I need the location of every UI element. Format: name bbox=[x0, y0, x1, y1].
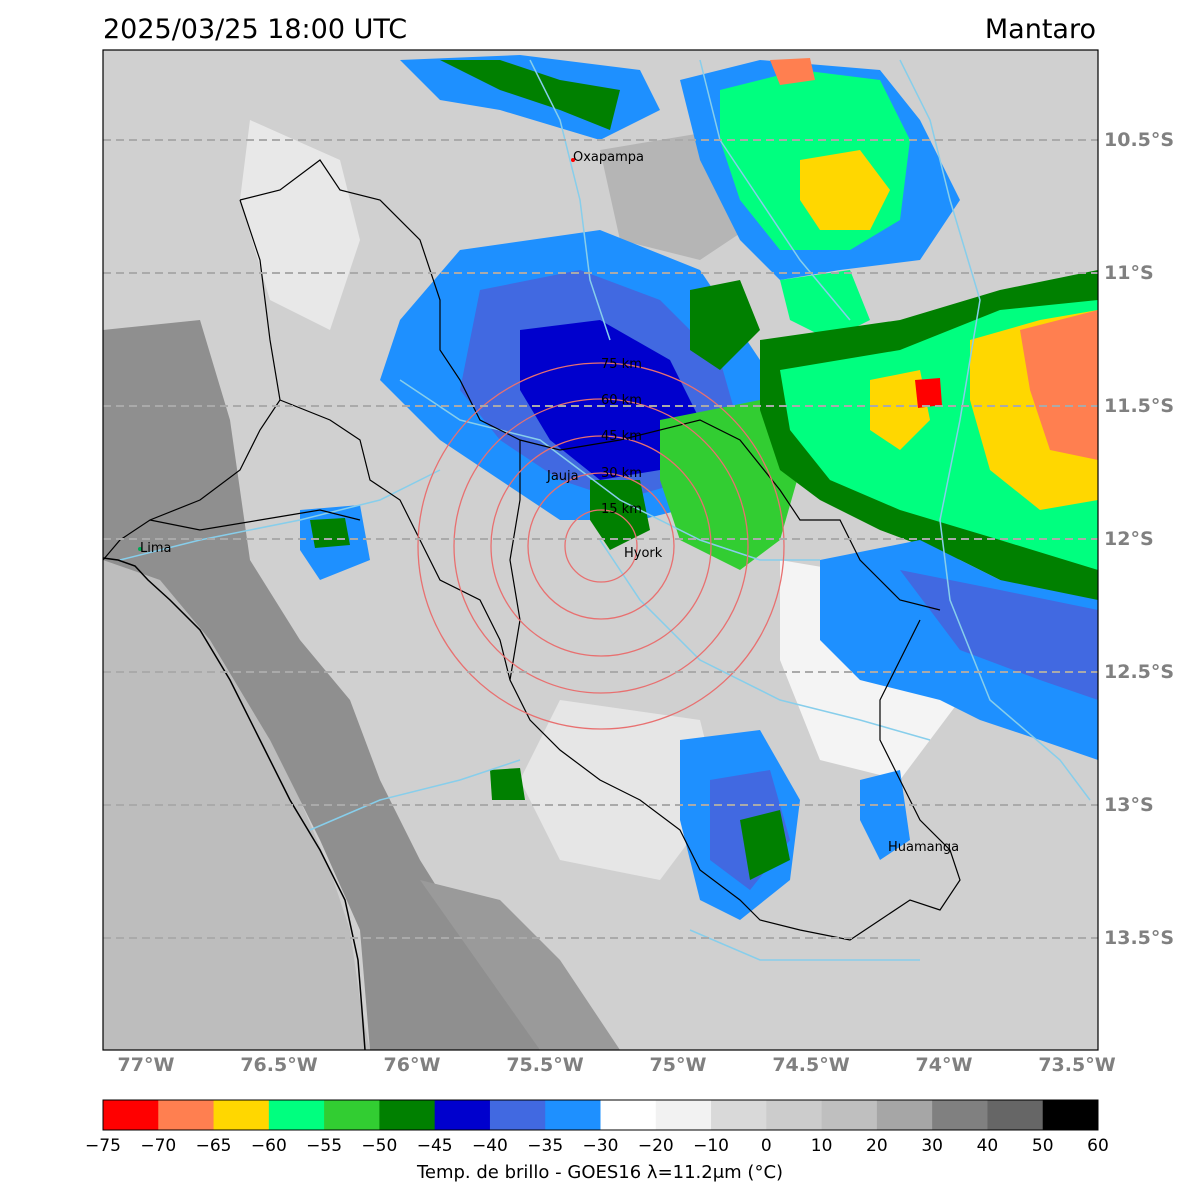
colorbar-segment bbox=[711, 1100, 767, 1130]
colorbar-label: Temp. de brillo - GOES16 λ=11.2μm (°C) bbox=[416, 1162, 784, 1183]
cloud-blue-southeast bbox=[820, 540, 1098, 760]
colorbar-tick-label: −45 bbox=[416, 1136, 453, 1156]
lon-label-75w: 75°W bbox=[649, 1054, 707, 1076]
colorbar-segment bbox=[213, 1100, 270, 1130]
ocean-area bbox=[103, 555, 370, 1050]
range-ring-15km bbox=[564, 509, 638, 583]
colorbar-tick-label: 30 bbox=[921, 1136, 943, 1156]
city-label-lima: Lima bbox=[140, 541, 171, 556]
colorbar-tick-label: 50 bbox=[1031, 1136, 1054, 1156]
colorbar-tick-label: −30 bbox=[582, 1136, 619, 1156]
colorbar-segment bbox=[766, 1100, 823, 1130]
colorbar-segment bbox=[158, 1100, 215, 1130]
colorbar-segment bbox=[987, 1100, 1044, 1130]
range-ring-75km bbox=[417, 362, 785, 730]
ring-label-45km: 45 km bbox=[601, 429, 642, 444]
colorbar-segment bbox=[932, 1100, 988, 1130]
city-marker-oxapampa bbox=[571, 158, 575, 162]
colorbar-segment bbox=[545, 1100, 601, 1130]
ring-label-75km: 75 km bbox=[601, 357, 642, 372]
map-frame bbox=[102, 49, 1099, 1051]
colorbar-segment bbox=[324, 1100, 380, 1130]
range-ring-60km bbox=[453, 398, 749, 694]
timestamp-title: 2025/03/25 18:00 UTC bbox=[103, 14, 408, 45]
colorbar-tick-label: −10 bbox=[693, 1136, 729, 1156]
coastline bbox=[103, 557, 366, 1050]
lon-label-74-5w: 74.5°W bbox=[772, 1054, 850, 1076]
colorbar-tick-label: 20 bbox=[866, 1136, 888, 1156]
ring-label-60km: 60 km bbox=[601, 393, 642, 408]
lat-label-10-5s: 10.5°S bbox=[1104, 129, 1175, 151]
colorbar-segment bbox=[821, 1100, 878, 1130]
range-ring-30km bbox=[527, 472, 675, 620]
lon-label-74w: 74°W bbox=[915, 1054, 973, 1076]
colorbar bbox=[103, 1100, 1099, 1130]
lat-label-11-5s: 11.5°S bbox=[1104, 395, 1175, 417]
lon-label-77w: 77°W bbox=[117, 1054, 175, 1076]
lon-label-76w: 76°W bbox=[383, 1054, 441, 1076]
colorbar-segment bbox=[103, 1100, 159, 1130]
lon-label-75-5w: 75.5°W bbox=[506, 1054, 584, 1076]
colorbar-tick-label: −35 bbox=[527, 1136, 564, 1156]
lat-label-12-5s: 12.5°S bbox=[1104, 661, 1175, 683]
colorbar-segment bbox=[489, 1100, 546, 1130]
city-label-hyork: Hyork bbox=[624, 546, 663, 561]
colorbar-tick-label: 60 bbox=[1087, 1136, 1109, 1156]
city-label-huamanga: Huamanga bbox=[888, 840, 959, 855]
colorbar-tick-label: −60 bbox=[250, 1136, 287, 1156]
lat-gridlines bbox=[103, 139, 1098, 939]
rivers bbox=[119, 59, 1091, 961]
colorbar-segment bbox=[379, 1100, 436, 1130]
colorbar-tick-label: −50 bbox=[361, 1136, 398, 1156]
ring-label-30km: 30 km bbox=[601, 466, 642, 481]
colorbar-segment bbox=[1042, 1100, 1099, 1130]
range-rings bbox=[417, 362, 785, 730]
colorbar-tick-label: 40 bbox=[976, 1136, 999, 1156]
colorbar-segment bbox=[600, 1100, 657, 1130]
city-label-jauja: Jauja bbox=[546, 469, 579, 484]
colorbar-tick-label: −75 bbox=[85, 1136, 121, 1156]
colorbar-tick-label: −40 bbox=[471, 1136, 508, 1156]
colorbar-tick-label: −55 bbox=[306, 1136, 343, 1156]
city-marker-lima bbox=[138, 547, 142, 551]
lat-label-13-5s: 13.5°S bbox=[1104, 927, 1175, 949]
colorbar-segment bbox=[876, 1100, 933, 1130]
lat-label-11s: 11°S bbox=[1104, 262, 1154, 284]
lon-label-76-5w: 76.5°W bbox=[240, 1054, 318, 1076]
colorbar-frame bbox=[102, 1099, 1099, 1131]
ring-label-15km: 15 km bbox=[601, 502, 642, 517]
colorbar-segment bbox=[268, 1100, 325, 1130]
colorbar-tick-label: 0 bbox=[760, 1136, 772, 1156]
colorbar-tick-label: −70 bbox=[140, 1136, 177, 1156]
range-ring-45km bbox=[490, 435, 712, 657]
colorbar-tick-label: −65 bbox=[195, 1136, 232, 1156]
region-title: Mantaro bbox=[984, 14, 1096, 45]
lat-label-12s: 12°S bbox=[1104, 528, 1154, 550]
colorbar-segment bbox=[434, 1100, 491, 1130]
lat-label-13s: 13°S bbox=[1104, 794, 1154, 816]
dark-terrain bbox=[103, 320, 540, 1050]
city-label-oxapampa: Oxapampa bbox=[573, 150, 644, 165]
colorbar-tick-label: −20 bbox=[637, 1136, 674, 1156]
colorbar-tick-label: 10 bbox=[810, 1136, 833, 1156]
colorbar-segment bbox=[655, 1100, 712, 1130]
lon-label-73-5w: 73.5°W bbox=[1038, 1054, 1116, 1076]
